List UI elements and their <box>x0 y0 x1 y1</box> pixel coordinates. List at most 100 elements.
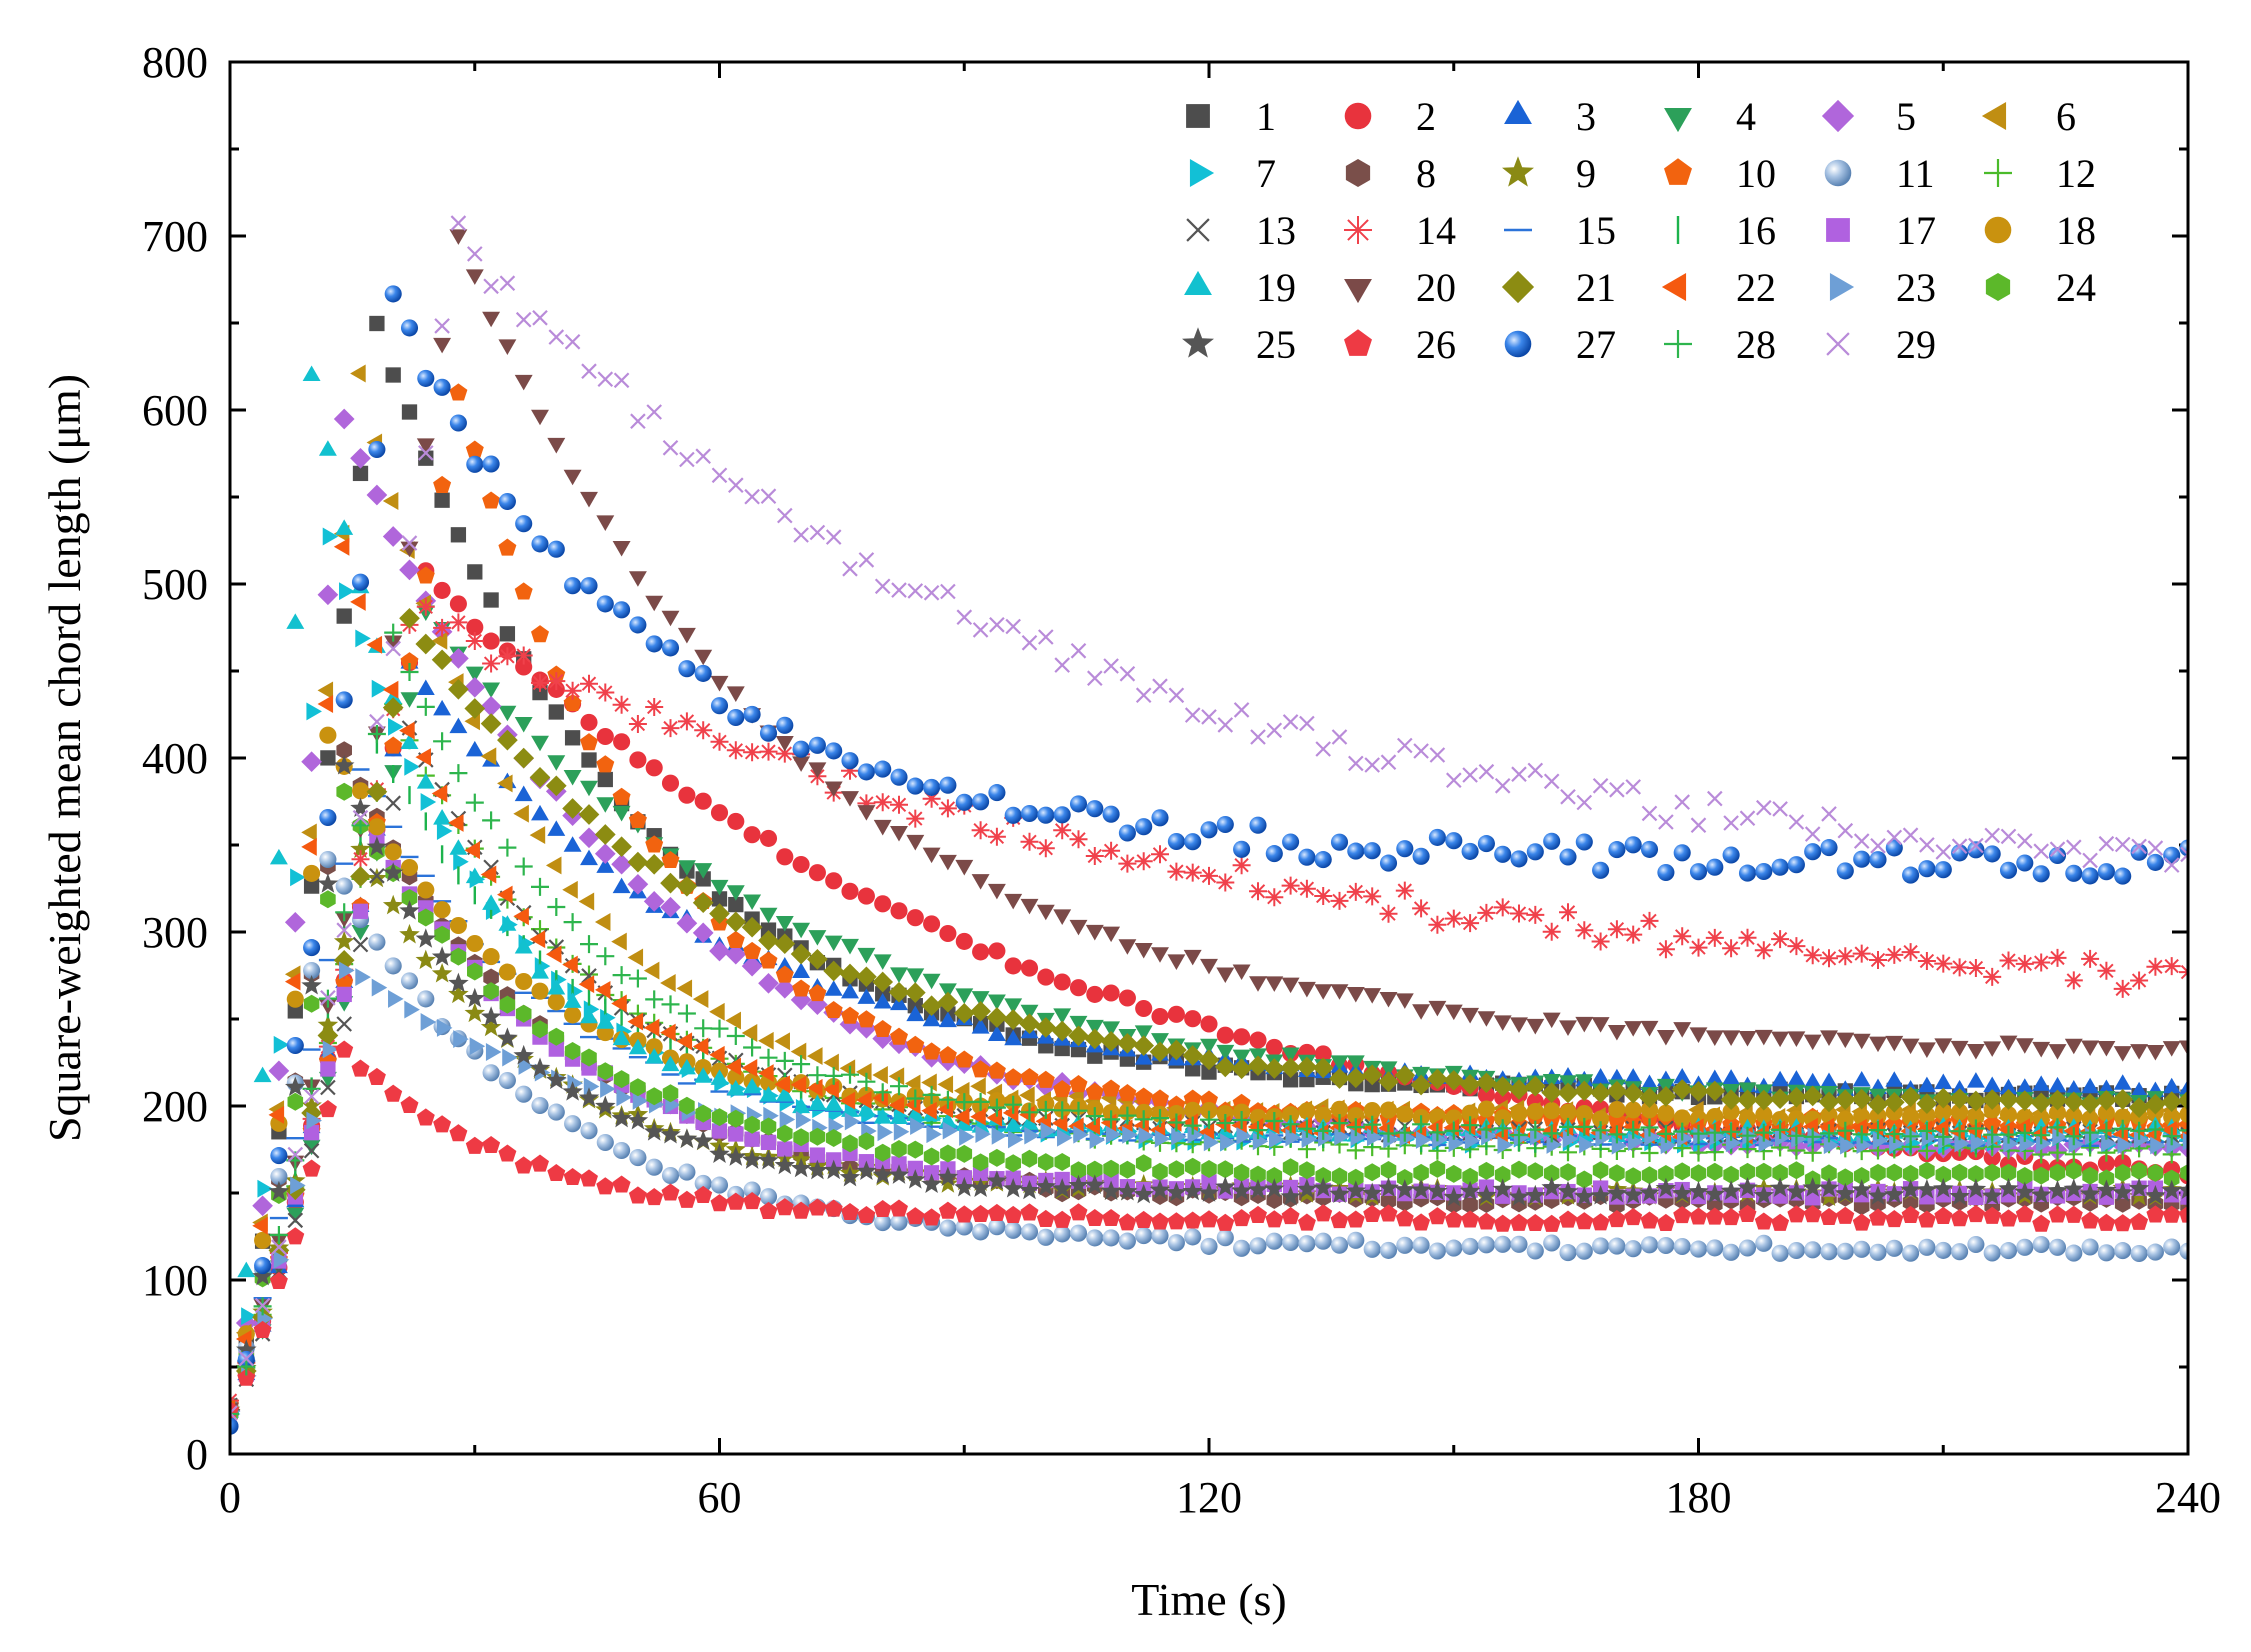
series-24-point <box>1348 1168 1364 1187</box>
series-1-point <box>499 626 516 642</box>
series-27-point <box>1102 805 1120 823</box>
series-29-point <box>695 448 711 464</box>
series-25-point <box>1704 1183 1726 1204</box>
series-21-point <box>2079 1093 2101 1114</box>
series-4-point <box>775 916 794 932</box>
series-11-point <box>1037 1228 1055 1246</box>
series-26-point <box>335 1040 354 1058</box>
series-28-point <box>1363 1115 1382 1134</box>
series-25-point <box>1867 1185 1889 1205</box>
series-4-point <box>808 930 827 946</box>
series-25-point <box>676 1128 698 1148</box>
legend-label: 27 <box>1576 322 1616 367</box>
series-25-point <box>1459 1180 1481 1201</box>
series-24-point <box>1886 1163 1903 1182</box>
series-23-point <box>1579 1135 1595 1154</box>
series-7-point <box>371 679 388 698</box>
series-24-point <box>1462 1167 1478 1186</box>
series-27-point <box>1282 833 1300 851</box>
series-19-point <box>726 1079 745 1096</box>
series-14-point <box>482 654 501 673</box>
series-28-point <box>1673 1122 1692 1141</box>
series-23-point <box>910 1117 926 1136</box>
series-7-point <box>355 629 371 648</box>
series-28-point <box>498 838 517 857</box>
series-24-point <box>1527 1162 1544 1181</box>
series-21-point <box>1214 1056 1236 1078</box>
series-2-point <box>1249 1031 1267 1049</box>
series-28-point <box>449 764 468 783</box>
series-27-point <box>743 705 761 723</box>
series-24-point <box>1250 1165 1266 1184</box>
series-22-point <box>758 1064 774 1083</box>
series-11-point <box>1722 1243 1740 1261</box>
series-27-point <box>825 742 843 760</box>
series-29-point <box>891 582 907 598</box>
series-26-point <box>318 1100 337 1118</box>
series-5-point <box>758 972 779 994</box>
series-25-point <box>643 1121 665 1141</box>
series-29-point <box>2033 843 2049 859</box>
series-29-point <box>842 561 858 577</box>
series-28-point <box>230 1405 239 1423</box>
series-20-point <box>433 337 452 354</box>
series-2-point <box>580 713 598 731</box>
series-24-point <box>1772 1163 1788 1182</box>
series-24-point <box>418 908 434 927</box>
series-26-point <box>890 1199 908 1217</box>
series-4-point <box>1412 1066 1431 1083</box>
series-28-point <box>2081 1123 2100 1142</box>
series-20-point <box>1542 1012 1561 1029</box>
series-12-point <box>1346 1141 1365 1160</box>
series-28-point <box>987 1098 1006 1117</box>
series-11-point <box>988 1218 1006 1236</box>
series-28-point <box>1249 1121 1267 1140</box>
series-29-point <box>1658 814 1674 830</box>
series-20-point <box>498 339 517 355</box>
series-3-point <box>1722 1069 1741 1085</box>
series-22-point <box>692 1037 709 1056</box>
series-17-point <box>972 1165 989 1181</box>
series-3-point <box>1983 1076 2002 1092</box>
series-18-point <box>1282 1106 1300 1124</box>
series-20-point <box>1803 1034 1822 1051</box>
series-19-point <box>873 1108 892 1124</box>
series-3-point <box>2015 1078 2034 1094</box>
series-14-point <box>1950 958 1969 977</box>
series-21-point <box>1133 1035 1155 1056</box>
series-4-point <box>1020 1004 1039 1021</box>
series-10 <box>230 383 2188 1414</box>
series-3-point <box>938 1011 957 1028</box>
series-26-point <box>1901 1205 1920 1223</box>
series-21-point <box>1802 1085 1824 1107</box>
series-14-point <box>2032 953 2051 972</box>
legend-label: 5 <box>1896 94 1916 139</box>
legend-label: 25 <box>1256 322 1296 367</box>
legend-label: 3 <box>1576 94 1596 139</box>
series-24-point <box>1103 1159 1119 1178</box>
series-21-point <box>839 963 861 985</box>
series-24-point <box>695 1104 711 1123</box>
series-21-point <box>1818 1091 1840 1113</box>
series-14-point <box>1363 887 1382 906</box>
series-26-point <box>531 1154 549 1172</box>
series-22-point <box>301 837 317 856</box>
series-11-point <box>368 933 386 951</box>
series-27-point <box>1118 824 1136 842</box>
series-25-point <box>1410 1179 1432 1199</box>
series-28-point <box>971 1092 990 1111</box>
series-23-point <box>1383 1130 1399 1149</box>
series-25-point <box>1949 1185 1970 1206</box>
series-29-point <box>1739 810 1756 826</box>
series-28-point <box>1085 1107 1104 1126</box>
series-4-point <box>824 935 843 952</box>
series-2-point <box>841 882 859 900</box>
series-21-point <box>741 916 763 938</box>
series-22-point <box>480 865 497 884</box>
series-22-point <box>529 930 546 949</box>
series-21-point <box>562 798 583 819</box>
series-27-point <box>1706 858 1724 876</box>
series-27-point <box>351 573 370 591</box>
series-24-point <box>744 1115 760 1134</box>
series-13-point <box>369 868 385 884</box>
